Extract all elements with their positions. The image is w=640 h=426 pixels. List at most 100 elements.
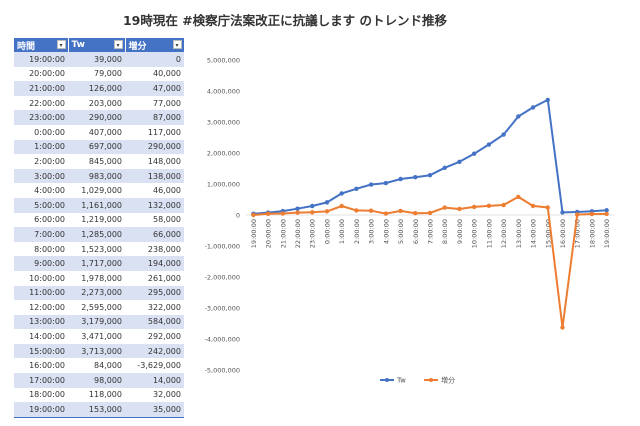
y-tick-label: 4,000,000 <box>207 88 240 96</box>
cell-time[interactable]: 22:00:00 <box>14 95 68 111</box>
header-tw[interactable]: Tw ▾ <box>68 38 126 52</box>
cell-increment[interactable]: 238,000 <box>125 241 184 257</box>
cell-time[interactable]: 11:00:00 <box>14 285 68 301</box>
cell-increment[interactable]: 295,000 <box>125 285 184 301</box>
cell-time[interactable]: 14:00:00 <box>14 329 68 344</box>
header-increment[interactable]: 増分 ▾ <box>125 38 185 52</box>
cell-increment[interactable]: 292,000 <box>125 329 184 344</box>
y-tick-label: -5,000,000 <box>205 367 240 375</box>
table-row: 12:00:00 2,595,000 322,000 <box>14 300 184 315</box>
cell-tw[interactable]: 1,717,000 <box>68 256 125 271</box>
cell-tw[interactable]: 3,179,000 <box>68 314 125 330</box>
cell-time[interactable]: 12:00:00 <box>14 300 68 315</box>
cell-increment[interactable]: 117,000 <box>125 124 184 140</box>
cell-tw[interactable]: 126,000 <box>68 81 125 96</box>
cell-increment[interactable]: 66,000 <box>125 227 184 242</box>
series-point <box>560 210 565 215</box>
cell-time[interactable]: 19:00:00 <box>14 402 68 418</box>
cell-time[interactable]: 16:00:00 <box>14 358 68 374</box>
cell-time[interactable]: 4:00:00 <box>14 183 68 198</box>
cell-time[interactable]: 5:00:00 <box>14 197 68 213</box>
table-row: 10:00:00 1,978,000 261,000 <box>14 270 184 286</box>
cell-time[interactable]: 18:00:00 <box>14 387 68 403</box>
x-tick-label: 6:00:00 <box>412 219 420 244</box>
cell-tw[interactable]: 1,523,000 <box>68 241 125 257</box>
cell-increment[interactable]: 148,000 <box>125 154 184 169</box>
filter-dropdown-icon[interactable]: ▾ <box>172 40 182 49</box>
cell-increment[interactable]: 40,000 <box>125 66 184 82</box>
cell-increment[interactable]: 77,000 <box>125 95 184 111</box>
cell-time[interactable]: 13:00:00 <box>14 314 68 330</box>
cell-tw[interactable]: 407,000 <box>68 124 125 140</box>
cell-tw[interactable]: 98,000 <box>68 373 125 388</box>
cell-increment[interactable]: 194,000 <box>125 256 184 271</box>
series-point <box>501 132 506 137</box>
cell-increment[interactable]: 138,000 <box>125 168 184 184</box>
table-row: 9:00:00 1,717,000 194,000 <box>14 256 184 271</box>
cell-time[interactable]: 8:00:00 <box>14 241 68 257</box>
cell-tw[interactable]: 2,273,000 <box>68 285 125 301</box>
header-time[interactable]: 時間 ▾ <box>14 38 69 52</box>
cell-time[interactable]: 15:00:00 <box>14 343 68 359</box>
cell-time[interactable]: 10:00:00 <box>14 270 68 286</box>
cell-increment[interactable]: 584,000 <box>125 314 184 330</box>
cell-tw[interactable]: 79,000 <box>68 66 125 82</box>
cell-time[interactable]: 0:00:00 <box>14 124 68 140</box>
cell-tw[interactable]: 39,000 <box>68 52 125 67</box>
cell-time[interactable]: 23:00:00 <box>14 110 68 125</box>
cell-time[interactable]: 6:00:00 <box>14 212 68 228</box>
cell-tw[interactable]: 290,000 <box>68 110 125 125</box>
cell-increment[interactable]: 47,000 <box>125 81 184 96</box>
cell-increment[interactable]: 58,000 <box>125 212 184 228</box>
series-point <box>427 210 433 216</box>
cell-increment[interactable]: 87,000 <box>125 110 184 125</box>
cell-tw[interactable]: 2,595,000 <box>68 300 125 315</box>
cell-increment[interactable]: 322,000 <box>125 300 184 315</box>
cell-time[interactable]: 20:00:00 <box>14 66 68 82</box>
cell-time[interactable]: 9:00:00 <box>14 256 68 271</box>
cell-increment[interactable]: 14,000 <box>125 373 184 388</box>
page-title: 19時現在 #検察庁法案改正に抗議します のトレンド推移 <box>122 13 448 28</box>
cell-increment[interactable]: 290,000 <box>125 139 184 155</box>
cell-tw[interactable]: 118,000 <box>68 387 125 403</box>
cell-increment[interactable]: 0 <box>125 52 184 67</box>
series-point <box>368 182 374 187</box>
cell-tw[interactable]: 983,000 <box>68 168 125 184</box>
filter-dropdown-icon[interactable]: ▾ <box>56 40 66 49</box>
table-row: 22:00:00 203,000 77,000 <box>14 95 184 111</box>
x-tick-label: 9:00:00 <box>456 219 464 244</box>
cell-time[interactable]: 2:00:00 <box>14 154 68 169</box>
cell-tw[interactable]: 845,000 <box>68 154 125 169</box>
cell-tw[interactable]: 1,219,000 <box>68 212 125 228</box>
cell-tw[interactable]: 1,978,000 <box>68 270 125 286</box>
cell-tw[interactable]: 697,000 <box>68 139 125 155</box>
cell-increment[interactable]: 46,000 <box>125 183 184 198</box>
cell-tw[interactable]: 84,000 <box>68 358 125 374</box>
cell-time[interactable]: 7:00:00 <box>14 227 68 242</box>
cell-increment[interactable]: -3,629,000 <box>125 358 184 374</box>
cell-tw[interactable]: 203,000 <box>68 95 125 111</box>
series-point <box>324 209 330 214</box>
cell-time[interactable]: 21:00:00 <box>14 81 68 96</box>
cell-tw[interactable]: 1,029,000 <box>68 183 125 198</box>
cell-tw[interactable]: 1,285,000 <box>68 227 125 242</box>
cell-time[interactable]: 3:00:00 <box>14 168 68 184</box>
cell-increment[interactable]: 35,000 <box>125 402 184 418</box>
cell-time[interactable]: 17:00:00 <box>14 373 68 388</box>
y-tick-label: 2,000,000 <box>207 150 240 158</box>
cell-increment[interactable]: 261,000 <box>125 270 184 286</box>
cell-time[interactable]: 19:00:00 <box>14 52 68 67</box>
cell-tw[interactable]: 153,000 <box>68 402 125 418</box>
x-tick-label: 14:00:00 <box>530 219 538 248</box>
cell-tw[interactable]: 3,713,000 <box>68 343 125 359</box>
cell-increment[interactable]: 242,000 <box>125 343 184 359</box>
filter-dropdown-icon[interactable]: ▾ <box>113 40 123 49</box>
cell-increment[interactable]: 32,000 <box>125 387 184 403</box>
x-tick-label: 12:00:00 <box>500 219 508 248</box>
cell-time[interactable]: 1:00:00 <box>14 139 68 155</box>
cell-tw[interactable]: 3,471,000 <box>68 329 125 344</box>
chart-area: 5,000,000 4,000,000 3,000,000 2,000,000 1,00… <box>190 40 624 392</box>
cell-increment[interactable]: 132,000 <box>125 197 184 213</box>
table-row: 21:00:00 126,000 47,000 <box>14 81 184 96</box>
cell-tw[interactable]: 1,161,000 <box>68 197 125 213</box>
